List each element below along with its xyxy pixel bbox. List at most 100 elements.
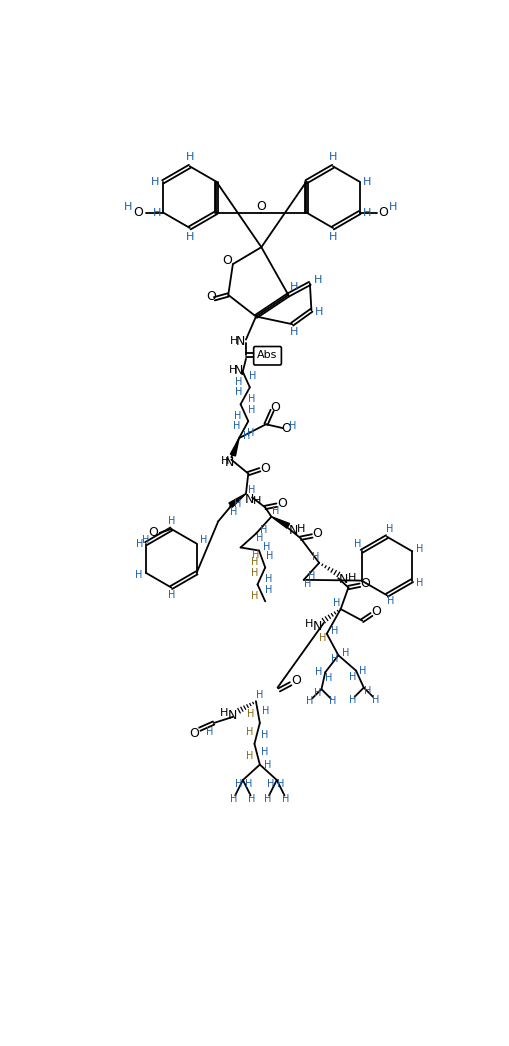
Text: N: N xyxy=(228,709,237,722)
Text: H: H xyxy=(124,202,132,212)
Text: H: H xyxy=(265,551,272,562)
Text: H: H xyxy=(371,695,378,705)
Text: H: H xyxy=(261,706,269,715)
Text: O: O xyxy=(256,200,266,213)
Text: H: H xyxy=(305,697,313,706)
Text: H: H xyxy=(388,202,396,212)
Text: H: H xyxy=(315,667,322,677)
Text: O: O xyxy=(148,526,157,540)
Text: H: H xyxy=(276,779,284,789)
Text: H: H xyxy=(313,274,321,285)
Text: H: H xyxy=(386,596,393,607)
Text: H: H xyxy=(328,152,336,162)
Text: H: H xyxy=(233,411,241,420)
Text: H: H xyxy=(235,377,242,387)
Text: H: H xyxy=(256,533,263,543)
Text: H: H xyxy=(248,484,256,495)
Text: H: H xyxy=(245,751,253,761)
Text: H: H xyxy=(307,571,315,581)
FancyBboxPatch shape xyxy=(253,346,281,365)
Text: H: H xyxy=(246,429,253,438)
Text: H: H xyxy=(266,779,274,789)
Text: H: H xyxy=(304,619,313,630)
Text: H: H xyxy=(230,336,238,346)
Text: O: O xyxy=(312,527,322,540)
Text: O: O xyxy=(377,206,387,219)
Text: H: H xyxy=(362,177,371,187)
Text: H: H xyxy=(263,759,271,770)
Text: O: O xyxy=(260,461,270,475)
Text: H: H xyxy=(330,627,337,636)
Polygon shape xyxy=(230,438,239,456)
Text: H: H xyxy=(142,535,149,545)
Text: H: H xyxy=(263,794,271,803)
Text: H: H xyxy=(328,232,336,243)
Text: H: H xyxy=(261,747,268,757)
Text: H: H xyxy=(251,556,258,567)
Text: H: H xyxy=(358,665,365,676)
Text: H: H xyxy=(264,574,271,584)
Text: H: H xyxy=(230,794,237,803)
Text: H: H xyxy=(303,579,310,590)
Text: H: H xyxy=(249,370,256,381)
Text: H: H xyxy=(290,282,298,292)
Text: O: O xyxy=(206,290,216,303)
Text: H: H xyxy=(415,544,423,554)
Text: N: N xyxy=(236,335,245,347)
Text: O: O xyxy=(280,423,290,435)
Text: H: H xyxy=(248,394,255,405)
Text: H: H xyxy=(245,779,252,789)
Text: H: H xyxy=(233,420,240,431)
Text: H: H xyxy=(325,674,332,683)
Polygon shape xyxy=(271,517,289,528)
Text: N: N xyxy=(288,524,297,537)
Text: H: H xyxy=(136,539,143,549)
Text: H: H xyxy=(385,524,392,535)
Text: H: H xyxy=(353,539,361,549)
Text: O: O xyxy=(189,727,199,741)
Text: H: H xyxy=(151,177,159,187)
Text: H: H xyxy=(256,690,263,701)
Text: H: H xyxy=(234,387,242,397)
Text: O: O xyxy=(133,206,143,219)
Text: H: H xyxy=(247,405,254,414)
Text: H: H xyxy=(263,542,270,551)
Text: H: H xyxy=(220,456,229,467)
Text: H: H xyxy=(185,232,193,243)
Text: H: H xyxy=(167,590,175,600)
Text: H: H xyxy=(289,420,296,431)
Text: O: O xyxy=(277,497,287,510)
Text: N: N xyxy=(313,619,322,633)
Text: H: H xyxy=(362,207,371,218)
Text: H: H xyxy=(245,727,253,736)
Text: H: H xyxy=(135,570,143,581)
Text: H: H xyxy=(250,568,258,577)
Text: N: N xyxy=(224,456,234,470)
Text: H: H xyxy=(233,499,241,508)
Text: H: H xyxy=(347,573,356,584)
Text: H: H xyxy=(219,708,228,718)
Text: H: H xyxy=(261,730,268,741)
Text: H: H xyxy=(260,525,267,535)
Text: H: H xyxy=(348,672,355,682)
Text: H: H xyxy=(248,794,256,803)
Text: H: H xyxy=(228,365,237,376)
Text: Abs: Abs xyxy=(257,350,277,360)
Text: H: H xyxy=(264,585,271,595)
Text: O: O xyxy=(291,675,300,687)
Text: H: H xyxy=(329,697,336,706)
Text: H: H xyxy=(235,779,242,789)
Text: H: H xyxy=(348,695,355,705)
Text: H: H xyxy=(252,496,261,506)
Text: H: H xyxy=(296,524,304,535)
Text: H: H xyxy=(152,207,161,218)
Text: H: H xyxy=(315,306,323,317)
Text: O: O xyxy=(371,605,380,618)
Text: H: H xyxy=(363,686,371,697)
Text: O: O xyxy=(270,401,279,414)
Text: H: H xyxy=(290,327,298,337)
Text: H: H xyxy=(330,654,337,664)
Text: N: N xyxy=(245,494,254,506)
Text: H: H xyxy=(311,551,318,562)
Text: H: H xyxy=(319,633,326,642)
